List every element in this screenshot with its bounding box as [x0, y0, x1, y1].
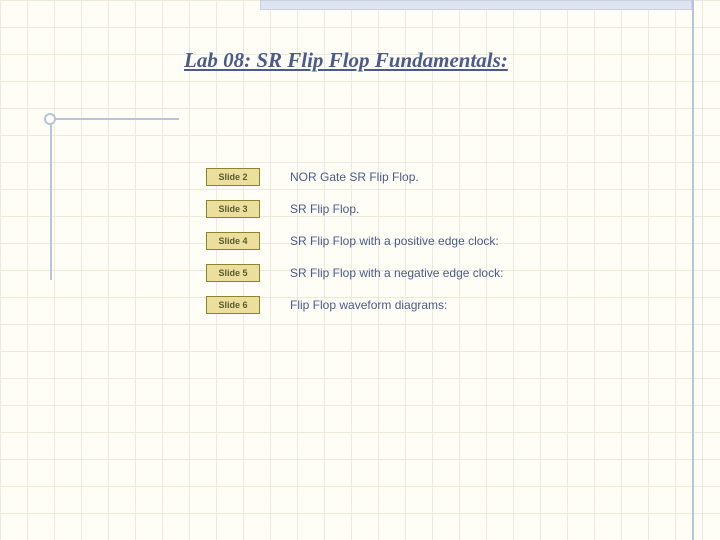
- slide-description: SR Flip Flop.: [290, 202, 359, 216]
- slide-description: SR Flip Flop with a negative edge clock:: [290, 266, 503, 280]
- slide-description: Flip Flop waveform diagrams:: [290, 298, 447, 312]
- decorative-h-line: [55, 118, 179, 120]
- toc-row: Slide 6 Flip Flop waveform diagrams:: [206, 296, 503, 314]
- slide-description: SR Flip Flop with a positive edge clock:: [290, 234, 499, 248]
- table-of-contents: Slide 2 NOR Gate SR Flip Flop. Slide 3 SR F…: [206, 168, 503, 328]
- slide-description: NOR Gate SR Flip Flop.: [290, 170, 419, 184]
- slide-link-button[interactable]: Slide 4: [206, 232, 260, 250]
- slide-link-button[interactable]: Slide 2: [206, 168, 260, 186]
- decorative-v-line: [50, 125, 52, 280]
- toc-row: Slide 4 SR Flip Flop with a positive edge…: [206, 232, 503, 250]
- vertical-rule-right: [692, 0, 694, 540]
- slide-link-button[interactable]: Slide 3: [206, 200, 260, 218]
- page-title: Lab 08: SR Flip Flop Fundamentals:: [184, 48, 508, 73]
- toc-row: Slide 2 NOR Gate SR Flip Flop.: [206, 168, 503, 186]
- toc-row: Slide 3 SR Flip Flop.: [206, 200, 503, 218]
- toc-row: Slide 5 SR Flip Flop with a negative edge…: [206, 264, 503, 282]
- slide-link-button[interactable]: Slide 6: [206, 296, 260, 314]
- slide-link-button[interactable]: Slide 5: [206, 264, 260, 282]
- top-band: [260, 0, 692, 10]
